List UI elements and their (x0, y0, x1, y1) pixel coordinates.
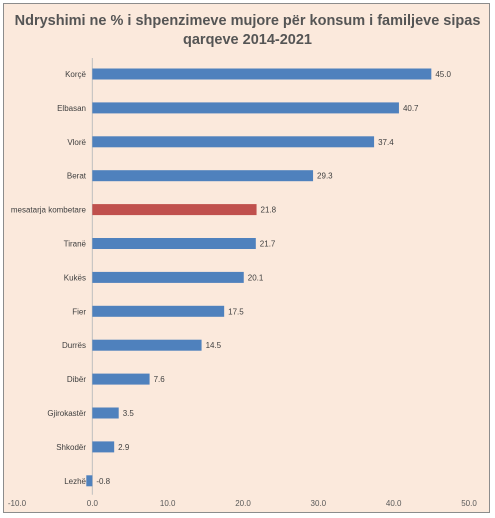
value-label: 17.5 (228, 307, 244, 316)
category-label: mesatarja kombetare (11, 206, 87, 215)
bar-kukës (92, 271, 244, 283)
value-label: 21.7 (260, 240, 276, 249)
value-label: 14.5 (206, 341, 222, 350)
category-label: Elbasan (57, 104, 86, 113)
x-tick-label: 50.0 (461, 499, 477, 508)
value-label: -0.8 (96, 477, 110, 486)
category-label: Korçë (65, 70, 86, 79)
bar-mesatarja-kombetare (92, 204, 257, 216)
category-label: Shkodër (56, 443, 86, 452)
bar-lezhë (86, 475, 93, 487)
bar-dibër (92, 373, 150, 385)
bar-tiranë (92, 238, 256, 249)
x-tick-label: 0.0 (87, 499, 99, 508)
x-tick-label: 20.0 (235, 499, 251, 508)
value-label: 40.7 (403, 104, 419, 113)
bar-shkodër (92, 441, 115, 453)
category-label: Gjirokastër (47, 409, 86, 418)
category-label: Lezhë (64, 477, 86, 486)
category-label: Vlorë (67, 138, 86, 147)
category-label: Tiranë (64, 240, 87, 249)
category-label: Dibër (67, 375, 86, 384)
x-tick-label: 40.0 (386, 499, 402, 508)
category-label: Fier (72, 307, 86, 316)
bar-korçë (92, 68, 432, 80)
value-label: 20.1 (248, 273, 264, 282)
category-label: Berat (67, 172, 87, 181)
value-label: 29.3 (317, 172, 333, 181)
value-label: 2.9 (118, 443, 130, 452)
category-label: Kukës (64, 273, 86, 282)
chart-frame: Ndryshimi ne % i shpenzimeve mujore për … (3, 3, 490, 513)
bar-vlorë (92, 136, 375, 148)
category-label: Durrës (62, 341, 86, 350)
bar-chart: Korçë 45.0 Elbasan 40.7 Vlorë 37.4 Berat 29.3 me… (8, 58, 477, 508)
bar-durrës (92, 339, 202, 351)
x-tick-label: -10.0 (8, 499, 27, 508)
value-label: 45.0 (435, 70, 451, 79)
value-label: 21.8 (261, 206, 277, 215)
bar-fier (92, 305, 225, 317)
bar-berat (92, 170, 314, 182)
chart-title: Ndryshimi ne % i shpenzimeve mujore për … (4, 12, 491, 50)
bar-gjirokastër (92, 407, 119, 419)
chart-title-line1: Ndryshimi ne % i shpenzimeve mujore për … (14, 13, 481, 29)
x-tick-label: 30.0 (311, 499, 327, 508)
chart-title-line2: qarqeve 2014-2021 (183, 32, 312, 48)
value-label: 3.5 (123, 409, 135, 418)
x-tick-label: 10.0 (160, 499, 176, 508)
value-label: 37.4 (378, 138, 394, 147)
bar-elbasan (92, 102, 399, 114)
value-label: 7.6 (154, 375, 166, 384)
